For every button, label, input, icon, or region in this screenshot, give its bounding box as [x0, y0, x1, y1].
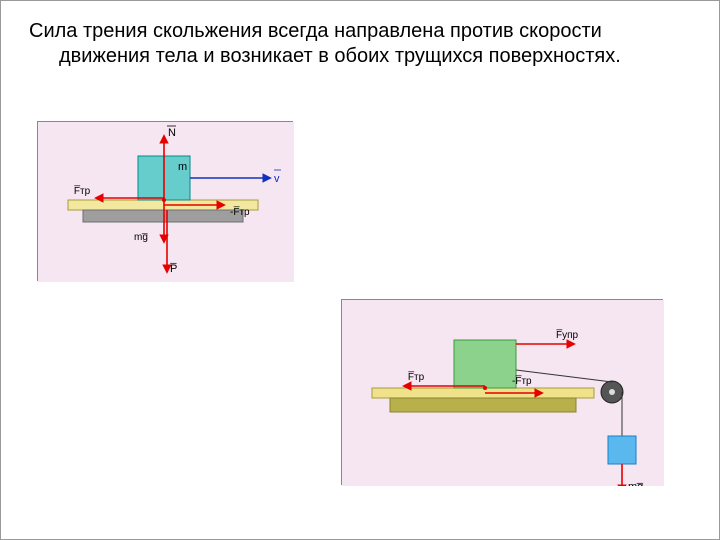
- svg-text:F̅тр: F̅тр: [74, 185, 91, 197]
- svg-text:m: m: [178, 161, 187, 173]
- body-text: Сила трения скольжения всегда направлена…: [29, 19, 691, 69]
- svg-text:P̅: P̅: [169, 263, 177, 275]
- svg-text:F̅тр: F̅тр: [408, 371, 425, 383]
- svg-text:v: v: [274, 173, 280, 185]
- svg-text:mg̅: mg̅: [628, 481, 644, 486]
- svg-text:-F̅тр: -F̅тр: [512, 375, 532, 387]
- svg-text:N: N: [168, 127, 176, 139]
- svg-text:F̅упр: F̅упр: [556, 329, 579, 341]
- diagram-friction-pulley: F̅упр F̅тр -F̅тр mg̅: [341, 299, 663, 485]
- slide: Сила трения скольжения всегда направлена…: [0, 0, 720, 540]
- svg-text:-F̅тр: -F̅тр: [230, 206, 250, 218]
- svg-text:mg̅: mg̅: [134, 232, 148, 243]
- diagram-friction-block: m N F̅тр -F̅тр mg̅ P̅ v: [37, 121, 293, 281]
